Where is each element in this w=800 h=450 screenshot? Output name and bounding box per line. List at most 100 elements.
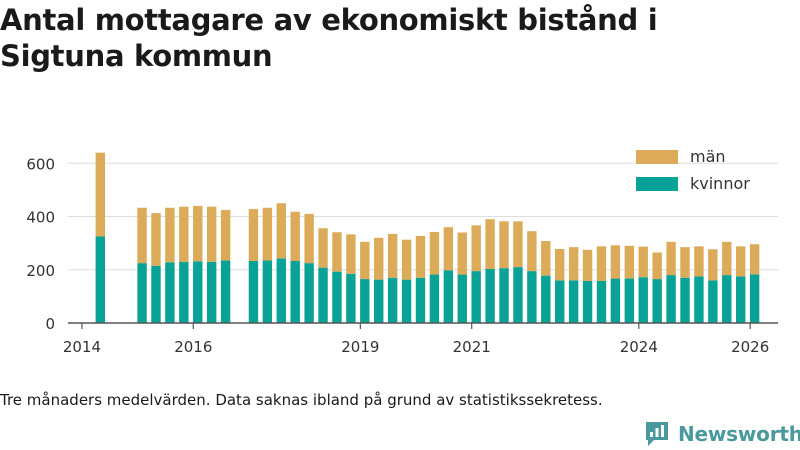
bar-kvinnor: [610, 278, 621, 323]
bar-kvinnor: [429, 274, 440, 323]
bar-man: [429, 231, 440, 275]
bar-man: [555, 249, 565, 281]
bar-man: [151, 213, 161, 266]
bar-man: [137, 207, 147, 264]
bar-man: [624, 245, 635, 279]
bar-kvinnor: [262, 260, 273, 323]
legend-swatch: [636, 150, 678, 164]
bar-kvinnor: [401, 279, 412, 323]
brand[interactable]: Newsworthy: [644, 420, 800, 448]
bar-man: [499, 221, 509, 269]
y-tick-label: 400: [26, 209, 55, 227]
footnote: Tre månaders medelvärden. Data saknas ib…: [0, 391, 603, 409]
bar-kvinnor: [360, 279, 370, 323]
bar-man: [666, 241, 676, 276]
bar-man: [735, 246, 746, 277]
bar-kvinnor: [471, 271, 481, 323]
bar-man: [708, 249, 718, 281]
bar-man: [527, 231, 537, 272]
y-tick-label: 0: [45, 315, 55, 333]
bar-man: [401, 239, 412, 280]
legend-label: män: [690, 147, 726, 166]
bar-kvinnor: [596, 280, 607, 323]
bar-kvinnor: [749, 274, 760, 323]
bar-kvinnor: [290, 260, 300, 323]
bar-man: [471, 225, 481, 272]
bar-man: [485, 219, 495, 269]
bar-kvinnor: [374, 279, 384, 323]
x-tick-label: 2016: [174, 338, 212, 356]
bar-kvinnor: [485, 268, 495, 323]
bar-man: [276, 203, 286, 259]
y-tick-label: 600: [26, 155, 55, 173]
x-tick-label: 2026: [731, 338, 769, 356]
bar-man: [610, 245, 621, 279]
bar-man: [387, 233, 398, 278]
bar-kvinnor: [220, 260, 231, 323]
newsworthy-logo-icon: [646, 422, 668, 446]
bar-man: [165, 207, 175, 263]
y-tick-label: 200: [26, 262, 55, 280]
x-tick-label: 2024: [620, 338, 658, 356]
bar-kvinnor: [513, 267, 523, 323]
bar-man: [179, 206, 189, 262]
bar-kvinnor: [95, 236, 105, 323]
bar-man: [415, 235, 426, 278]
bar-kvinnor: [708, 280, 718, 323]
bar-kvinnor: [624, 278, 635, 323]
bar-kvinnor: [248, 260, 259, 323]
bar-kvinnor: [722, 275, 732, 323]
bar-kvinnor: [652, 279, 662, 323]
bar-man: [248, 209, 259, 261]
bar-kvinnor: [680, 277, 690, 323]
bar-kvinnor: [165, 262, 175, 323]
bar-kvinnor: [304, 263, 314, 323]
bar-man: [582, 249, 593, 281]
legend-label: kvinnor: [690, 174, 750, 193]
bar-man: [346, 234, 356, 274]
bar-man: [457, 232, 467, 275]
bar-man: [206, 206, 217, 262]
bar-kvinnor: [555, 280, 565, 323]
legend: män kvinnor: [636, 147, 750, 193]
bar-kvinnor: [666, 275, 676, 323]
bar-man: [374, 237, 384, 280]
bar-man: [332, 232, 342, 272]
bar-kvinnor: [582, 280, 593, 323]
bar-man: [694, 246, 704, 277]
brand-name: Newsworthy: [678, 422, 800, 446]
bar-man: [749, 244, 760, 275]
bar-man: [638, 246, 648, 278]
x-tick-label: 2021: [453, 338, 491, 356]
bar-kvinnor: [457, 274, 467, 323]
bar-kvinnor: [443, 270, 454, 323]
bar-kvinnor: [206, 261, 217, 323]
bar-kvinnor: [332, 271, 342, 323]
bar-man: [318, 228, 328, 268]
bar-kvinnor: [694, 276, 704, 323]
bar-man: [722, 241, 732, 276]
bars: [95, 152, 760, 323]
bar-man: [360, 241, 370, 280]
legend-swatch: [636, 177, 678, 191]
bar-kvinnor: [179, 261, 189, 323]
bar-man: [541, 241, 551, 276]
bar-man: [443, 227, 454, 271]
axes: 0 200 400 600 2014 2016 2019 2021 2024 2026: [26, 155, 778, 356]
bar-kvinnor: [568, 280, 579, 323]
bar-kvinnor: [541, 275, 551, 323]
chart-title: Antal mottagare av ekonomiskt bistånd i …: [0, 3, 658, 73]
bar-kvinnor: [638, 277, 648, 323]
bar-kvinnor: [137, 263, 147, 323]
bar-man: [513, 221, 523, 268]
bar-kvinnor: [387, 277, 398, 323]
bar-kvinnor: [527, 271, 537, 323]
bar-kvinnor: [415, 277, 426, 323]
bar-man: [290, 211, 300, 261]
bar-man: [95, 152, 105, 237]
bar-kvinnor: [151, 265, 161, 323]
bar-kvinnor: [735, 276, 746, 323]
bar-kvinnor: [499, 268, 509, 323]
bar-man: [220, 209, 231, 261]
